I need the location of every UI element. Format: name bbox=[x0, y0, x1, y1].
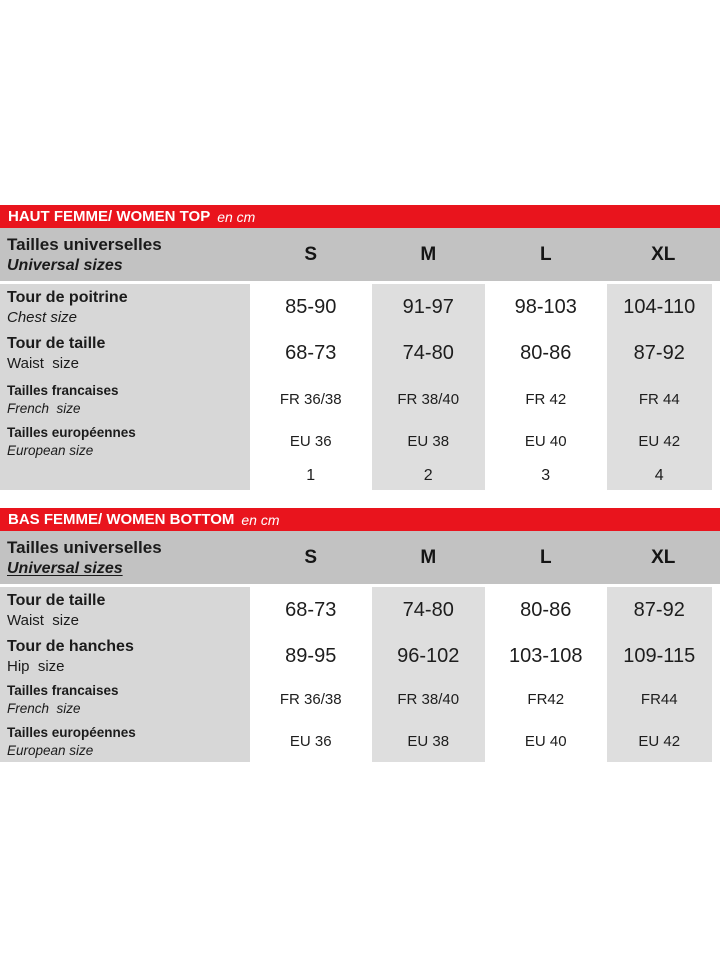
row-label-en: European size bbox=[7, 443, 94, 458]
value-cell: 103-108 bbox=[509, 644, 583, 667]
row-label-fr: Tailles européennes bbox=[7, 724, 136, 740]
value-cell: 68-73 bbox=[285, 598, 337, 621]
value-cell: 4 bbox=[606, 461, 720, 490]
value-cell: 2 bbox=[371, 461, 485, 490]
universal-sizes-label-en: Universal sizes bbox=[7, 559, 123, 577]
value-cell: 87-92 bbox=[606, 587, 720, 633]
row-label-empty bbox=[0, 461, 250, 490]
universal-sizes-label-fr: Tailles universelles bbox=[7, 537, 162, 557]
value-cell: EU 38 bbox=[371, 422, 485, 461]
size-header-s: S bbox=[304, 243, 318, 265]
value-cell: 3 bbox=[541, 466, 551, 484]
size-header-s: S bbox=[304, 546, 318, 568]
universal-sizes-header: Tailles universelles Universal sizes bbox=[0, 234, 250, 276]
row-label-en: Waist size bbox=[7, 611, 79, 629]
value-cell: 74-80 bbox=[371, 587, 485, 633]
size-table-women-bottom: BAS FEMME/ WOMEN BOTTOM en cm Tailles un… bbox=[0, 508, 720, 762]
value-cell: FR42 bbox=[527, 691, 565, 708]
row-label-fr: Tour de poitrine bbox=[7, 288, 128, 306]
table-unit-label: en cm bbox=[241, 511, 280, 528]
row-label-en: French size bbox=[7, 701, 81, 716]
universal-sizes-label-fr: Tailles universelles bbox=[7, 234, 162, 254]
value-cell: FR44 bbox=[606, 679, 720, 720]
row-label-fr: Tailles francaises bbox=[7, 382, 119, 398]
row-label-european-size: Tailles européennes European size bbox=[0, 720, 250, 762]
table-header-row: Tailles universelles Universal sizes S M… bbox=[0, 228, 720, 281]
value-cell: FR 36/38 bbox=[279, 691, 342, 708]
value-cell: 80-86 bbox=[520, 598, 572, 621]
table-title-bar: HAUT FEMME/ WOMEN TOP en cm bbox=[0, 205, 720, 228]
value-cell: FR 42 bbox=[525, 390, 567, 408]
universal-sizes-header: Tailles universelles Universal sizes bbox=[0, 537, 250, 579]
table-title: HAUT FEMME/ WOMEN TOP bbox=[8, 208, 211, 225]
table-title-bar: BAS FEMME/ WOMEN BOTTOM en cm bbox=[0, 508, 720, 531]
row-label-fr: Tailles francaises bbox=[7, 683, 119, 698]
size-table-women-top: HAUT FEMME/ WOMEN TOP en cm Tailles univ… bbox=[0, 205, 720, 490]
value-cell: EU 36 bbox=[289, 433, 332, 450]
value-cell: 1 bbox=[306, 466, 316, 484]
size-header-xl: XL bbox=[651, 546, 676, 568]
table-body: Tour de taille Waist size 68-73 74-80 80… bbox=[0, 587, 720, 762]
row-label-european-size: Tailles européennes European size bbox=[0, 422, 250, 461]
value-cell: FR 36/38 bbox=[279, 390, 342, 408]
value-cell: EU 42 bbox=[606, 720, 720, 762]
value-cell: 98-103 bbox=[514, 295, 577, 318]
row-label-en: French size bbox=[7, 400, 81, 416]
table-unit-label: en cm bbox=[217, 208, 256, 225]
value-cell: 91-97 bbox=[371, 284, 485, 330]
value-cell: EU 36 bbox=[289, 732, 332, 750]
row-label-chest: Tour de poitrine Chest size bbox=[0, 284, 250, 330]
row-label-fr: Tour de taille bbox=[7, 334, 106, 352]
value-cell: FR 38/40 bbox=[371, 679, 485, 720]
size-header-m: M bbox=[420, 243, 437, 265]
row-label-en: European size bbox=[7, 742, 94, 758]
universal-sizes-label-en: Universal sizes bbox=[7, 256, 123, 274]
value-cell: 74-80 bbox=[371, 330, 485, 376]
value-cell: FR 38/40 bbox=[371, 376, 485, 422]
value-cell: 80-86 bbox=[520, 341, 572, 364]
row-label-french-size: Tailles francaises French size bbox=[0, 679, 250, 720]
size-header-l: L bbox=[539, 243, 552, 265]
value-cell: 87-92 bbox=[606, 330, 720, 376]
row-label-en: Waist size bbox=[7, 354, 79, 372]
value-cell: EU 38 bbox=[371, 720, 485, 762]
row-label-french-size: Tailles francaises French size bbox=[0, 376, 250, 422]
size-header-l: L bbox=[539, 546, 552, 568]
row-label-fr: Tour de hanches bbox=[7, 637, 134, 655]
value-cell: 96-102 bbox=[371, 633, 485, 679]
row-label-en: Hip size bbox=[7, 657, 65, 675]
row-label-fr: Tour de taille bbox=[7, 591, 106, 609]
table-body: Tour de poitrine Chest size 85-90 91-97 … bbox=[0, 284, 720, 490]
table-header-row: Tailles universelles Universal sizes S M… bbox=[0, 531, 720, 584]
value-cell: EU 42 bbox=[606, 422, 720, 461]
value-cell: 109-115 bbox=[606, 633, 720, 679]
row-label-hip: Tour de hanches Hip size bbox=[0, 633, 250, 679]
row-label-waist: Tour de taille Waist size bbox=[0, 330, 250, 376]
value-cell: EU 40 bbox=[524, 433, 567, 450]
size-header-m: M bbox=[420, 546, 437, 568]
table-title: BAS FEMME/ WOMEN BOTTOM bbox=[8, 511, 235, 528]
value-cell: 85-90 bbox=[285, 295, 337, 318]
value-cell: 89-95 bbox=[285, 644, 337, 667]
size-header-xl: XL bbox=[651, 243, 676, 265]
value-cell: 68-73 bbox=[285, 341, 337, 364]
value-cell: EU 40 bbox=[524, 732, 567, 750]
value-cell: FR 44 bbox=[606, 376, 720, 422]
row-label-waist: Tour de taille Waist size bbox=[0, 587, 250, 633]
value-cell: 104-110 bbox=[606, 284, 720, 330]
row-label-fr: Tailles européennes bbox=[7, 425, 136, 440]
row-label-en: Chest size bbox=[7, 308, 78, 326]
